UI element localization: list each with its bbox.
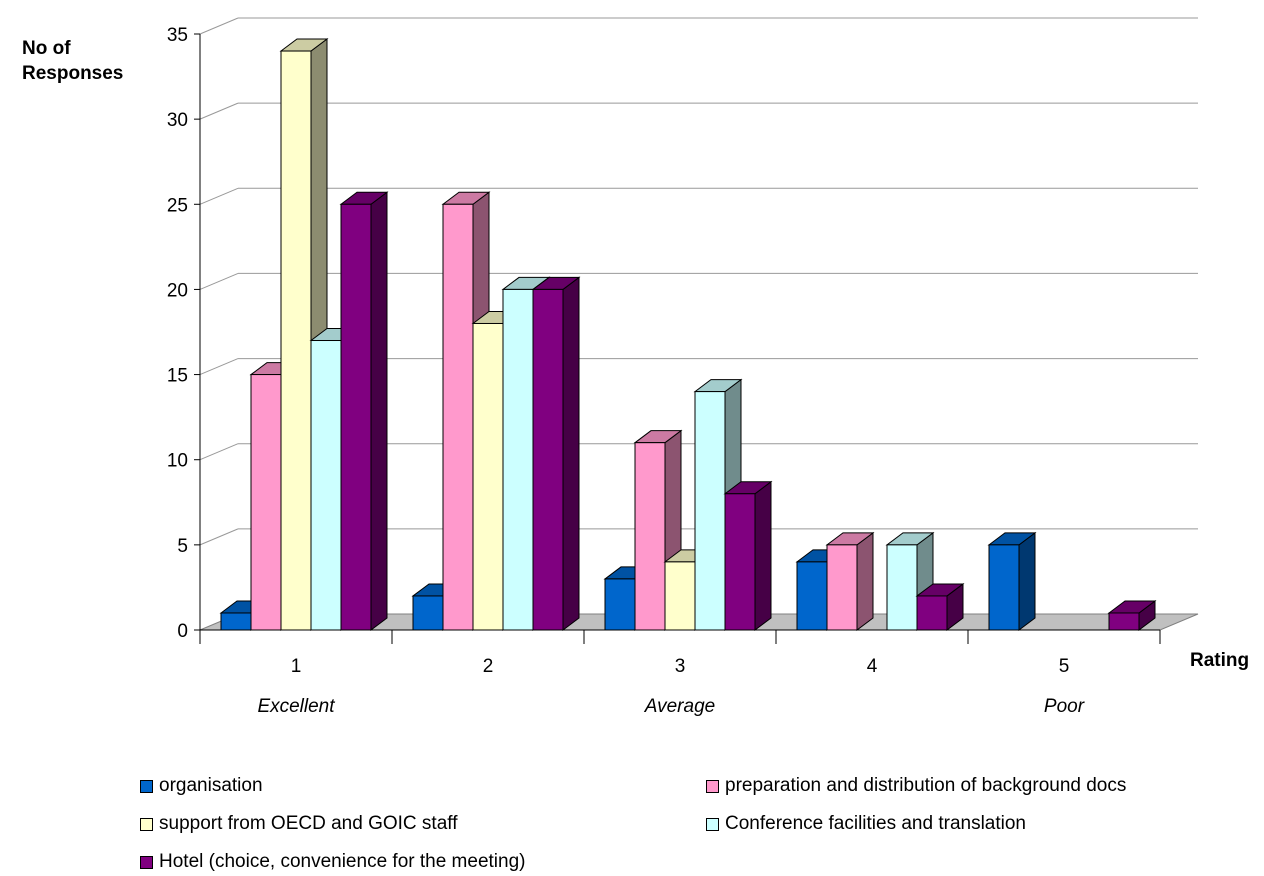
bar-layer	[219, 38, 1157, 631]
bar-front	[412, 595, 444, 631]
bar-front	[664, 561, 696, 631]
bar	[723, 480, 773, 631]
bar-front	[604, 578, 636, 631]
x-category-note: Excellent	[257, 696, 335, 717]
legend-item: organisation	[140, 775, 263, 797]
y-axis-title-line1: No of	[22, 38, 71, 59]
bar	[825, 531, 875, 631]
legend-item: preparation and distribution of backgrou…	[706, 775, 1126, 797]
bar-front	[988, 544, 1020, 631]
label-layer: 0 5 10 15 20 25 30 35 1 Excellent 2 3 Average 4 5 Poor	[167, 25, 1085, 717]
gridline-diag	[199, 272, 239, 290]
bar-side	[856, 531, 874, 631]
bar-front	[634, 442, 666, 631]
bar-front	[310, 340, 342, 631]
bar-side	[1018, 531, 1036, 631]
y-axis-title-line2: Responses	[22, 63, 124, 84]
legend-item: Conference facilities and translation	[706, 813, 1026, 835]
bar-front	[886, 544, 918, 631]
y-tick-label: 35	[167, 25, 188, 46]
legend-label: support from OECD and GOIC staff	[159, 813, 458, 834]
bar	[915, 582, 965, 631]
x-tick-label: 4	[867, 656, 878, 677]
x-tick-label: 5	[1059, 656, 1070, 677]
y-axis-title: No of Responses	[22, 36, 123, 86]
bar-side	[562, 276, 580, 631]
bar-front	[694, 391, 726, 631]
bar-front	[442, 203, 474, 631]
gridline-diag	[199, 187, 239, 205]
bar-side	[754, 480, 772, 631]
bar-front	[796, 561, 828, 631]
gridline-diag	[199, 443, 239, 461]
x-tick-label: 1	[291, 656, 302, 677]
bar-front	[916, 595, 948, 631]
bar	[987, 531, 1037, 631]
gridline-diag	[199, 17, 239, 35]
legend-label: Hotel (choice, convenience for the meeti…	[159, 851, 526, 872]
legend-item: Hotel (choice, convenience for the meeti…	[140, 851, 525, 873]
y-tick-label: 5	[177, 536, 188, 557]
bar-front	[340, 203, 372, 631]
legend-label: organisation	[159, 775, 263, 796]
x-category-note: Poor	[1044, 696, 1085, 717]
bar-front	[502, 288, 534, 631]
legend-swatch	[706, 817, 719, 831]
bar-front	[724, 493, 756, 631]
legend-swatch	[706, 779, 719, 793]
bar-front	[1108, 612, 1140, 631]
bar-front	[472, 322, 504, 631]
gridline-diag	[199, 358, 239, 376]
bar-front	[280, 50, 312, 631]
y-tick-label: 0	[177, 621, 188, 642]
y-tick-label: 25	[167, 195, 188, 216]
legend-swatch	[140, 779, 153, 793]
bar	[339, 191, 389, 631]
x-tick-label: 3	[675, 656, 686, 677]
legend-label: preparation and distribution of backgrou…	[725, 775, 1127, 796]
y-tick-label: 30	[167, 110, 188, 131]
legend-swatch	[140, 817, 153, 831]
bar	[1107, 599, 1157, 631]
bar-front	[826, 544, 858, 631]
x-tick-label: 2	[483, 656, 494, 677]
bar-side	[370, 191, 388, 631]
bar-front	[250, 374, 282, 631]
gridline-diag	[199, 102, 239, 120]
gridline-diag	[199, 528, 239, 546]
x-axis-title: Rating	[1190, 650, 1250, 671]
legend-item: support from OECD and GOIC staff	[140, 813, 457, 835]
legend-swatch	[140, 855, 153, 869]
y-tick-label: 20	[167, 280, 188, 301]
y-tick-label: 15	[167, 366, 188, 387]
x-category-note: Average	[644, 696, 715, 717]
bar-front	[220, 612, 252, 631]
y-tick-label: 10	[167, 451, 188, 472]
bar-front	[532, 288, 564, 631]
legend-label: Conference facilities and translation	[725, 813, 1027, 834]
bar	[531, 276, 581, 631]
